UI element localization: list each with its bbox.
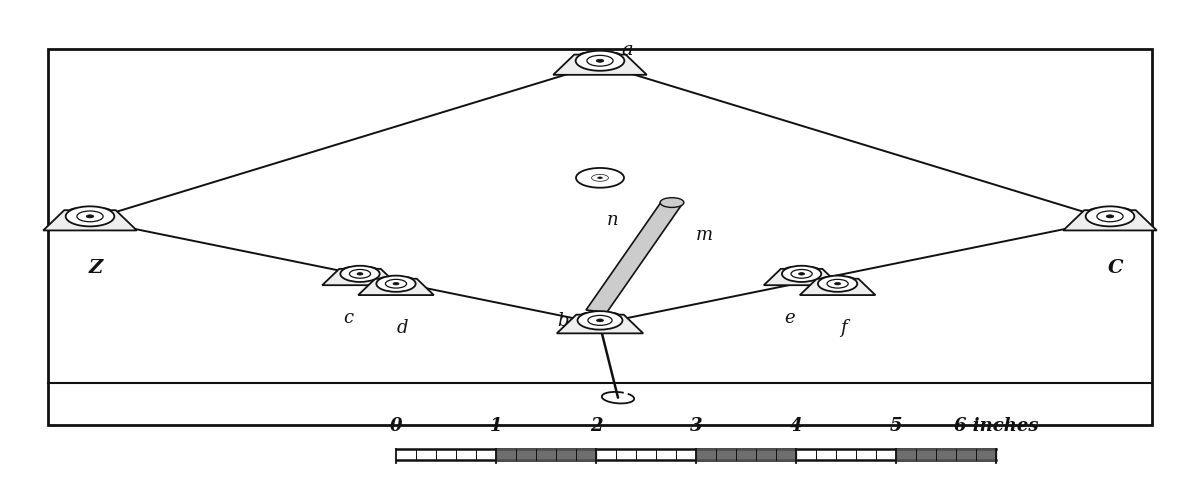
Circle shape xyxy=(349,270,371,278)
Circle shape xyxy=(577,311,623,329)
Ellipse shape xyxy=(380,277,412,281)
Circle shape xyxy=(392,283,400,285)
Circle shape xyxy=(385,280,407,288)
Circle shape xyxy=(341,266,379,282)
Text: 3: 3 xyxy=(690,417,702,435)
Circle shape xyxy=(576,51,624,71)
Circle shape xyxy=(377,276,415,292)
Text: d: d xyxy=(396,319,408,336)
Ellipse shape xyxy=(344,267,376,271)
Polygon shape xyxy=(586,202,683,312)
Ellipse shape xyxy=(70,207,110,213)
Circle shape xyxy=(86,215,94,218)
Text: b: b xyxy=(557,312,569,330)
Polygon shape xyxy=(1063,210,1157,230)
Text: e: e xyxy=(785,309,794,327)
Polygon shape xyxy=(322,269,398,285)
Polygon shape xyxy=(764,269,840,285)
Circle shape xyxy=(818,276,857,292)
Circle shape xyxy=(598,177,602,179)
Ellipse shape xyxy=(1090,207,1130,213)
Polygon shape xyxy=(557,315,643,333)
Text: C: C xyxy=(1109,259,1123,277)
Polygon shape xyxy=(799,279,875,295)
Text: n: n xyxy=(606,211,618,229)
Circle shape xyxy=(827,280,848,288)
Text: a: a xyxy=(622,41,634,59)
Ellipse shape xyxy=(786,267,817,271)
Ellipse shape xyxy=(580,52,620,57)
Circle shape xyxy=(1097,211,1123,222)
Circle shape xyxy=(782,266,821,282)
Text: Z: Z xyxy=(89,259,103,277)
Circle shape xyxy=(592,174,608,181)
Text: m: m xyxy=(696,226,713,244)
Text: 5: 5 xyxy=(889,417,902,435)
Ellipse shape xyxy=(822,277,853,281)
Circle shape xyxy=(660,198,684,207)
Circle shape xyxy=(1086,206,1134,226)
Polygon shape xyxy=(43,210,137,230)
Circle shape xyxy=(588,315,612,326)
Circle shape xyxy=(1106,215,1114,218)
Text: 1: 1 xyxy=(490,417,503,435)
Circle shape xyxy=(66,206,114,226)
Circle shape xyxy=(798,273,805,275)
Polygon shape xyxy=(553,55,647,75)
Text: 2: 2 xyxy=(589,417,602,435)
Text: 6 inches: 6 inches xyxy=(954,417,1038,435)
Text: 0: 0 xyxy=(390,417,402,435)
Circle shape xyxy=(356,273,364,275)
Bar xyxy=(48,49,1152,425)
Circle shape xyxy=(596,319,604,322)
Text: 4: 4 xyxy=(790,417,803,435)
Circle shape xyxy=(77,211,103,222)
Circle shape xyxy=(834,283,841,285)
Ellipse shape xyxy=(582,312,618,317)
Circle shape xyxy=(576,168,624,188)
Text: f: f xyxy=(840,319,847,336)
Circle shape xyxy=(791,270,812,278)
Text: c: c xyxy=(343,309,353,327)
Circle shape xyxy=(596,59,604,62)
Polygon shape xyxy=(358,279,434,295)
Circle shape xyxy=(587,55,613,66)
